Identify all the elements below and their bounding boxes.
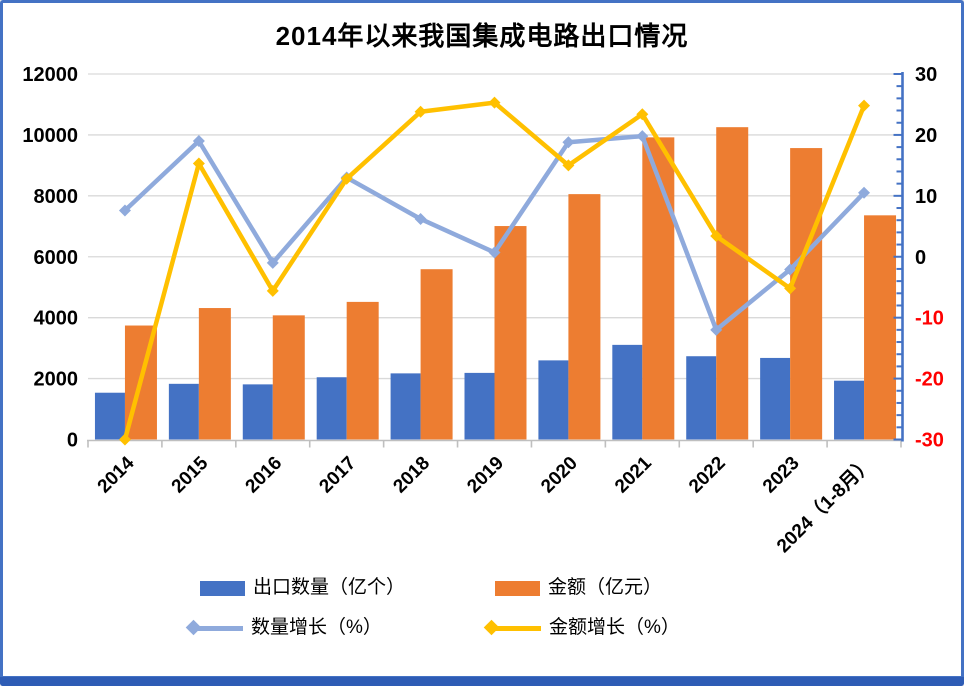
marker-数量增长（%）-2022: [710, 323, 723, 336]
bar-value-2022: [716, 127, 749, 440]
x-axis-label-2023: 2023: [759, 453, 804, 498]
bar-quantity-2020: [538, 360, 569, 440]
right-axis-tick-label: 30: [915, 64, 937, 86]
x-axis-label-2018: 2018: [389, 453, 434, 498]
legend-item-quantity-growth: 数量增长（%）: [185, 617, 382, 639]
marker-数量增长（%）-2018: [414, 212, 427, 225]
marker-金额增长（%）-2018: [414, 105, 427, 118]
frame-bottom-accent-bar: [0, 676, 964, 686]
marker-数量增长（%）-2014: [118, 204, 131, 217]
bar-quantity-2022: [686, 356, 717, 440]
bar-value-2016: [272, 315, 305, 440]
marker-金额增长（%）-2015: [192, 157, 205, 170]
bar-quantity-2021: [612, 344, 643, 440]
marker-金额增长（%）-2023: [784, 282, 797, 295]
bar-value-2018: [420, 269, 453, 440]
bar-quantity-2023: [760, 357, 791, 440]
marker-数量增长（%）-2024（1-8月）: [858, 186, 871, 199]
legend-item-export-quantity: 出口数量（亿个）: [200, 577, 405, 599]
x-axis-label-2022: 2022: [685, 453, 730, 498]
left-axis-tick-label: 10000: [22, 125, 78, 147]
legend-bar-swatch-orange-icon: [495, 580, 540, 596]
marker-数量增长（%）-2021: [636, 130, 649, 143]
bar-value-2019: [494, 226, 527, 440]
x-axis-label-2021: 2021: [611, 452, 656, 497]
right-axis-tick-label: 0: [915, 247, 926, 269]
legend-item-value-growth: 金额增长（%）: [483, 617, 680, 639]
marker-数量增长（%）-2016: [266, 256, 279, 269]
marker-金额增长（%）-2022: [710, 230, 723, 243]
bar-quantity-2015: [168, 383, 199, 440]
x-axis-label-2020: 2020: [537, 453, 582, 498]
left-axis-tick-label: 6000: [34, 247, 79, 269]
marker-数量增长（%）-2019: [488, 246, 501, 259]
marker-金额增长（%）-2024（1-8月）: [858, 99, 871, 112]
marker-数量增长（%）-2023: [784, 263, 797, 276]
bar-quantity-2017: [316, 377, 347, 440]
chart-title: 2014年以来我国集成电路出口情况: [275, 21, 689, 51]
right-axis-tick-label: -20: [915, 369, 944, 391]
legend-item-export-value: 金额（亿元）: [495, 577, 662, 599]
marker-金额增长（%）-2014: [118, 433, 131, 446]
legend-label-value-growth: 金额增长（%）: [549, 617, 680, 638]
legend-label-quantity-growth: 数量增长（%）: [251, 617, 382, 638]
bar-value-2024（1-8月）: [864, 215, 897, 440]
bar-value-2020: [568, 194, 601, 440]
left-axis-tick-label: 8000: [34, 186, 79, 208]
legend-label-export-value: 金额（亿元）: [548, 577, 663, 598]
bar-value-2023: [790, 148, 823, 440]
marker-金额增长（%）-2019: [488, 96, 501, 109]
x-axis-label-2019: 2019: [463, 453, 508, 498]
left-axis-tick-label: 4000: [34, 308, 79, 330]
bar-value-2015: [198, 308, 231, 440]
x-axis-label-2016: 2016: [242, 453, 287, 498]
left-axis-tick-label: 0: [67, 430, 78, 452]
right-axis-tick-label: 10: [915, 186, 937, 208]
bar-quantity-2016: [242, 384, 273, 440]
bar-quantity-2024（1-8月）: [834, 380, 865, 440]
bar-quantity-2019: [464, 372, 495, 440]
legend-label-export-quantity: 出口数量（亿个）: [253, 577, 406, 598]
left-axis-tick-label: 2000: [34, 369, 79, 391]
marker-金额增长（%）-2016: [266, 284, 279, 297]
legend-line-diamond-lightblue-icon: [185, 619, 244, 636]
bar-value-2017: [346, 301, 379, 440]
right-axis-tick-label: -10: [915, 308, 944, 330]
marker-金额增长（%）-2021: [636, 108, 649, 121]
legend-bar-swatch-blue-icon: [200, 580, 245, 596]
right-axis-tick-label: -30: [915, 430, 944, 452]
marker-金额增长（%）-2017: [340, 172, 353, 185]
right-axis-tick-label: 20: [915, 125, 937, 147]
legend-line-diamond-yellow-icon: [483, 619, 542, 636]
marker-金额增长（%）-2020: [562, 159, 575, 172]
x-axis-label-2017: 2017: [315, 453, 360, 498]
marker-数量增长（%）-2015: [192, 135, 205, 148]
x-axis-label-2014: 2014: [94, 452, 139, 497]
marker-数量增长（%）-2020: [562, 136, 575, 149]
x-axis-label-2015: 2015: [168, 452, 213, 497]
bar-quantity-2014: [94, 392, 125, 440]
left-axis-tick-label: 12000: [22, 64, 78, 86]
bar-quantity-2018: [390, 373, 421, 440]
bar-value-2021: [642, 137, 675, 440]
